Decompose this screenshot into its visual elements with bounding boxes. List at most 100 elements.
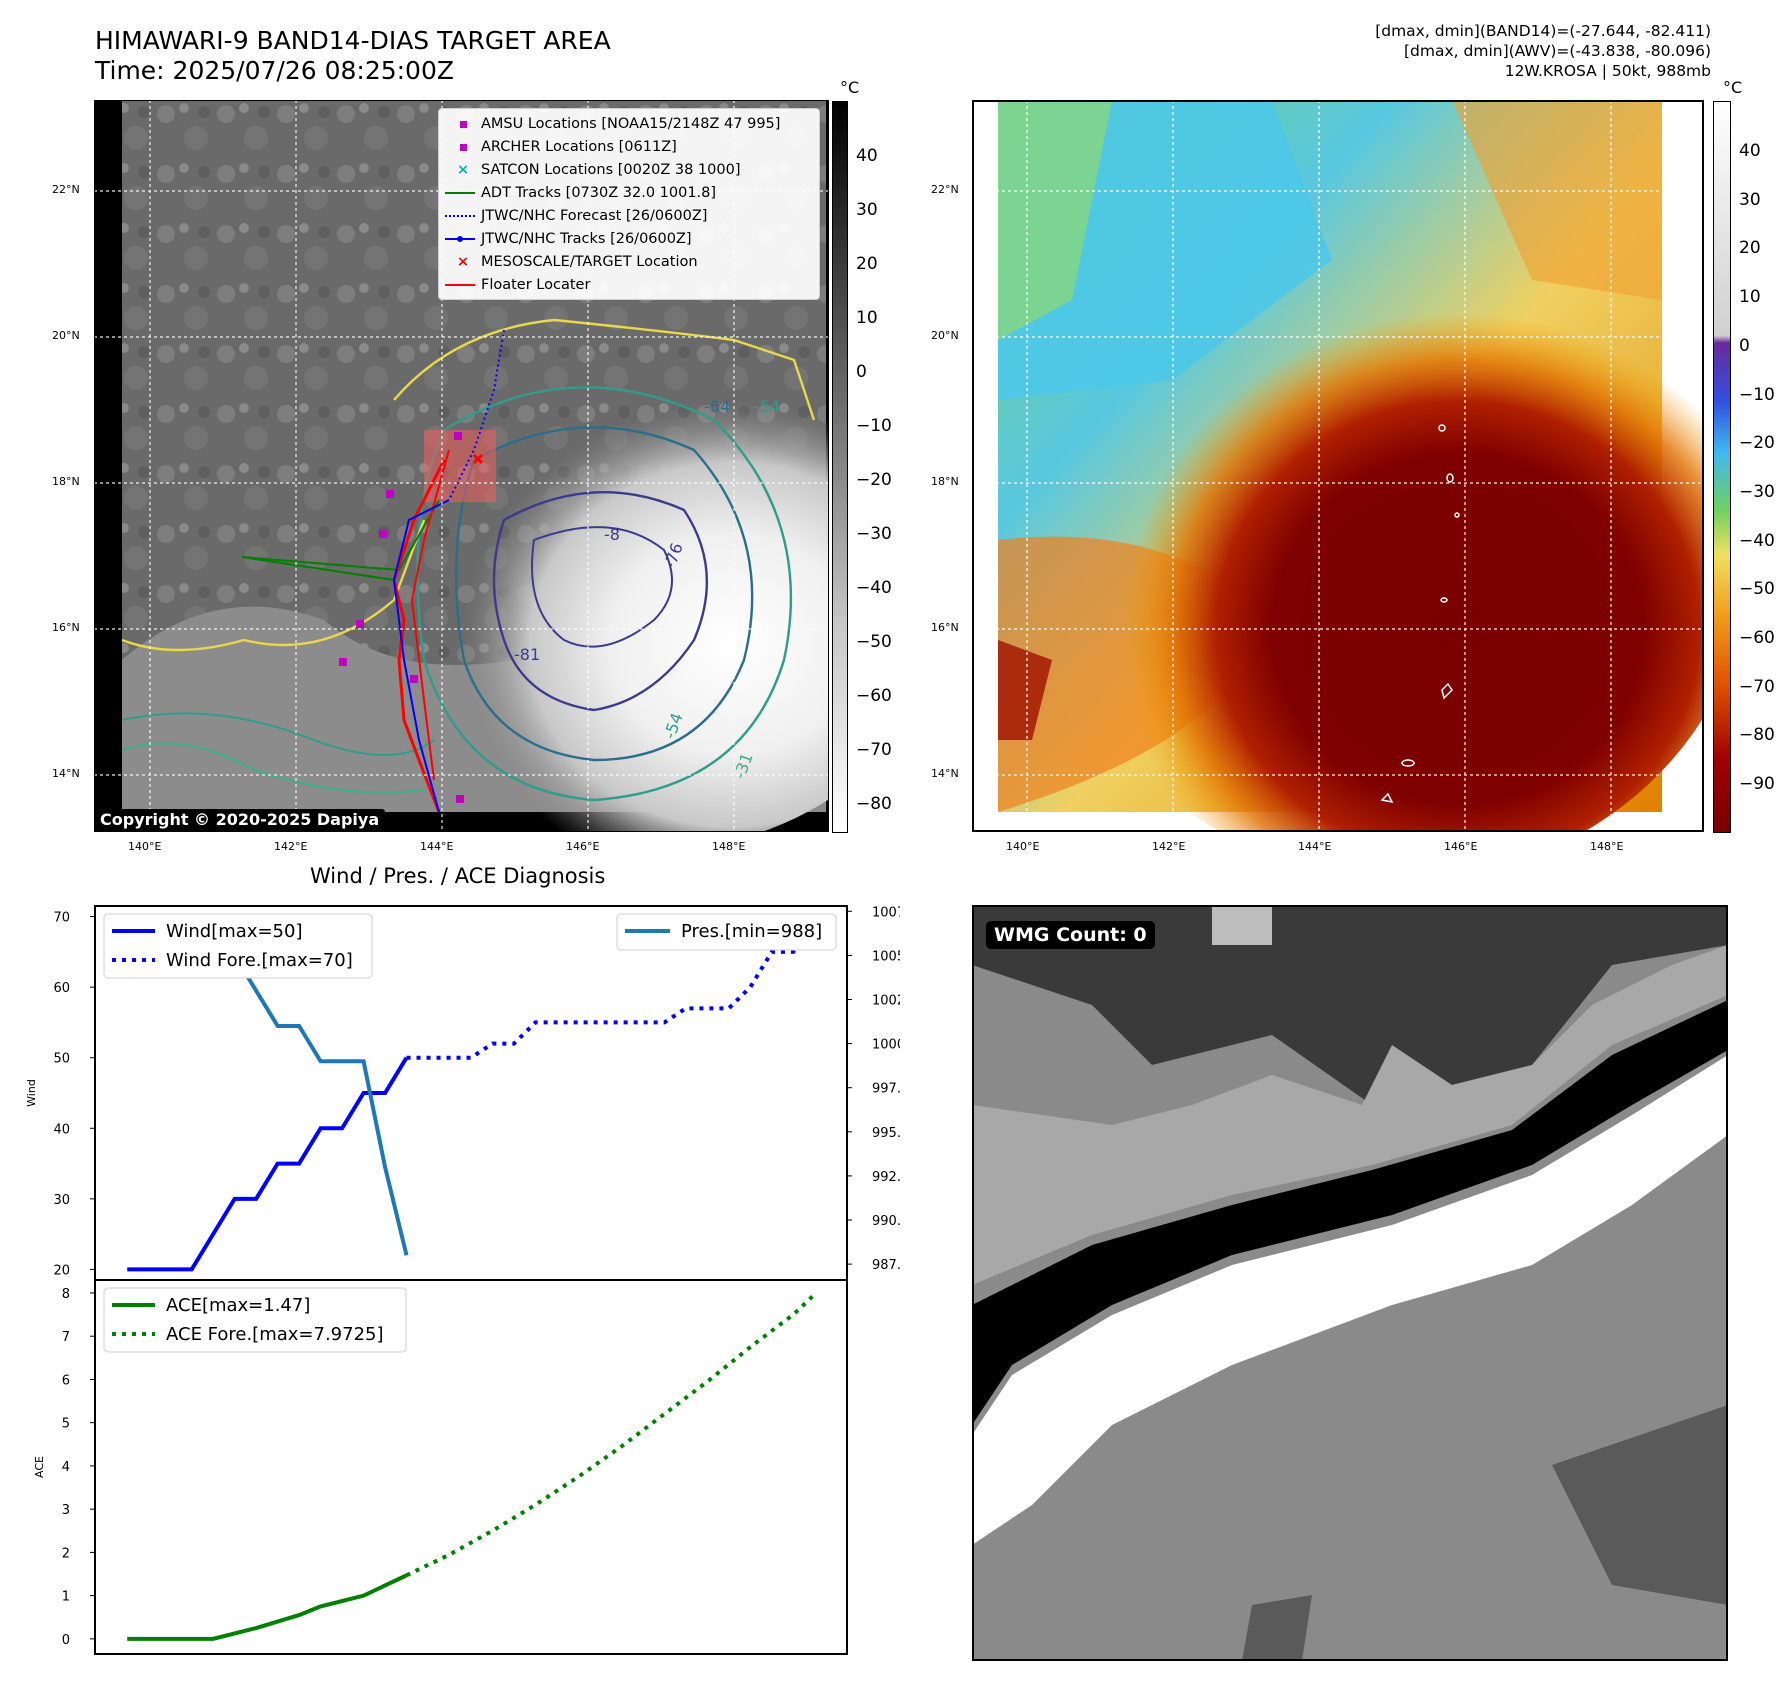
lon-label: 148°E xyxy=(712,840,746,853)
copyright-label: Copyright © 2020-2025 Dapiya xyxy=(94,809,386,830)
contour-label: -8 xyxy=(604,525,620,544)
series-line xyxy=(405,1292,817,1578)
lon-label: 144°E xyxy=(420,840,454,853)
colorbar-tick-label: −20 xyxy=(1739,433,1775,454)
colorbar-tick-label: 30 xyxy=(1739,189,1761,210)
lat-label: 22°N xyxy=(52,183,80,196)
page-subtitle-time: Time: 2025/07/26 08:25:00Z xyxy=(95,56,454,85)
colorbar-tick-label: −40 xyxy=(856,578,892,598)
lat-label: 14°N xyxy=(931,767,959,780)
lat-label: 22°N xyxy=(931,183,959,196)
colorbar-tick-label: −10 xyxy=(856,416,892,436)
y-tick-label: 6 xyxy=(62,1373,70,1388)
solid-line-icon xyxy=(445,191,475,194)
colorbar-tick-label: −10 xyxy=(1739,384,1775,405)
wmg-count-badge: WMG Count: 0 xyxy=(986,921,1155,949)
colorbar-tick-label: −60 xyxy=(1739,628,1775,648)
y-axis-label: ACE xyxy=(33,1456,46,1478)
colorbar-tick-label: 0 xyxy=(1739,335,1750,356)
legend-label: ARCHER Locations [0611Z] xyxy=(481,138,677,155)
lat-label: 16°N xyxy=(931,621,959,634)
y-tick-label: 4 xyxy=(62,1460,70,1475)
colorbar-tick-label: −50 xyxy=(856,632,892,652)
y2-tick-label: 990.0 xyxy=(872,1214,900,1229)
colorbar-tick-label: −80 xyxy=(856,794,892,814)
y2-tick-label: 1005.0 xyxy=(872,949,900,964)
legend-label: AMSU Locations [NOAA15/2148Z 47 995] xyxy=(481,115,781,132)
target-box xyxy=(424,430,496,502)
colorbar-tick-label: −20 xyxy=(856,470,892,490)
colorbar-tick-label: −40 xyxy=(1739,530,1775,551)
colorbar-tick-label: −70 xyxy=(1739,676,1775,697)
y2-tick-label: 992.5 xyxy=(872,1170,900,1185)
colorbar-tick-label: 0 xyxy=(856,362,867,382)
map-legend: AMSU Locations [NOAA15/2148Z 47 995] ARC… xyxy=(438,108,820,300)
lon-label: 144°E xyxy=(1298,840,1332,853)
colorbar-tick-label: −70 xyxy=(856,740,892,760)
lat-label: 18°N xyxy=(931,475,959,488)
colorbar-tick-label: −80 xyxy=(1739,725,1775,746)
lon-label: 146°E xyxy=(566,840,600,853)
awv-satellite-map xyxy=(972,100,1704,832)
ace-axes xyxy=(94,1279,848,1655)
diagnosis-chart: 7060504030201007.51005.01002.51000.0997.… xyxy=(25,905,900,1655)
y-tick-label: 0 xyxy=(62,1633,70,1648)
y-tick-label: 8 xyxy=(62,1287,70,1302)
contour-label: -54 xyxy=(754,397,780,416)
contour-label: -64 xyxy=(704,397,730,416)
colorbar-unit: °C xyxy=(840,78,860,97)
y2-tick-label: 1002.5 xyxy=(872,994,900,1009)
ace-legend xyxy=(103,1287,407,1353)
awv-colorbar xyxy=(1713,101,1731,833)
colorbar-tick-label: −30 xyxy=(856,524,892,544)
x-marker-icon: × xyxy=(456,161,470,178)
y-tick-label: 70 xyxy=(53,911,70,926)
lat-label: 16°N xyxy=(52,621,80,634)
y-tick-label: 5 xyxy=(62,1417,70,1432)
info-awv-range: [dmax, dmin](AWV)=(-43.838, -80.096) xyxy=(1404,42,1711,60)
y2-tick-label: 1000.0 xyxy=(872,1038,900,1053)
y-tick-label: 1 xyxy=(62,1590,70,1605)
info-storm: 12W.KROSA | 50kt, 988mb xyxy=(1504,62,1711,80)
legend-label: ACE[max=1.47] xyxy=(166,1295,310,1316)
y-tick-label: 50 xyxy=(53,1052,70,1067)
y2-tick-label: 995.0 xyxy=(872,1126,900,1141)
square-marker-icon xyxy=(459,143,467,151)
legend-label: Wind Fore.[max=70] xyxy=(166,950,353,971)
lat-label: 20°N xyxy=(931,329,959,342)
contour-label: -81 xyxy=(514,645,540,664)
colorbar-tick-label: −50 xyxy=(1739,579,1775,600)
colorbar-tick-label: 10 xyxy=(856,308,878,328)
pressure-legend xyxy=(616,913,837,951)
y-tick-label: 2 xyxy=(62,1546,70,1561)
lat-label: 18°N xyxy=(52,475,80,488)
y2-tick-label: 997.5 xyxy=(872,1082,900,1097)
colorbar-tick-label: −30 xyxy=(1739,481,1775,502)
legend-label: Wind[max=50] xyxy=(166,921,303,942)
dotted-line-icon xyxy=(445,214,475,217)
lon-label: 140°E xyxy=(1006,840,1040,853)
info-band14-range: [dmax, dmin](BAND14)=(-27.644, -82.411) xyxy=(1375,22,1711,40)
legend-label: Pres.[min=988] xyxy=(681,921,822,942)
ir-colorbar xyxy=(832,101,848,833)
wmg-image xyxy=(972,905,1728,1661)
y-tick-label: 3 xyxy=(62,1503,70,1518)
solid-line-icon xyxy=(445,283,475,286)
lon-label: 148°E xyxy=(1590,840,1624,853)
colorbar-tick-label: 10 xyxy=(1739,287,1761,308)
colorbar-unit: °C xyxy=(1723,78,1743,97)
legend-label: ACE Fore.[max=7.9725] xyxy=(166,1324,384,1345)
y-tick-label: 30 xyxy=(53,1193,70,1208)
square-marker-icon xyxy=(459,120,467,128)
y-tick-label: 40 xyxy=(53,1122,70,1137)
y-axis-label: Wind xyxy=(25,1079,38,1107)
y2-tick-label: 987.5 xyxy=(872,1258,900,1273)
y-tick-label: 7 xyxy=(62,1330,70,1345)
lon-label: 146°E xyxy=(1444,840,1478,853)
colorbar-tick-label: 30 xyxy=(856,200,878,220)
colorbar-tick-label: 20 xyxy=(1739,238,1761,259)
legend-label: SATCON Locations [0020Z 38 1000] xyxy=(481,161,741,178)
diagnosis-title: Wind / Pres. / ACE Diagnosis xyxy=(310,864,606,888)
lat-label: 20°N xyxy=(52,329,80,342)
colorbar-tick-label: −90 xyxy=(1739,774,1775,795)
